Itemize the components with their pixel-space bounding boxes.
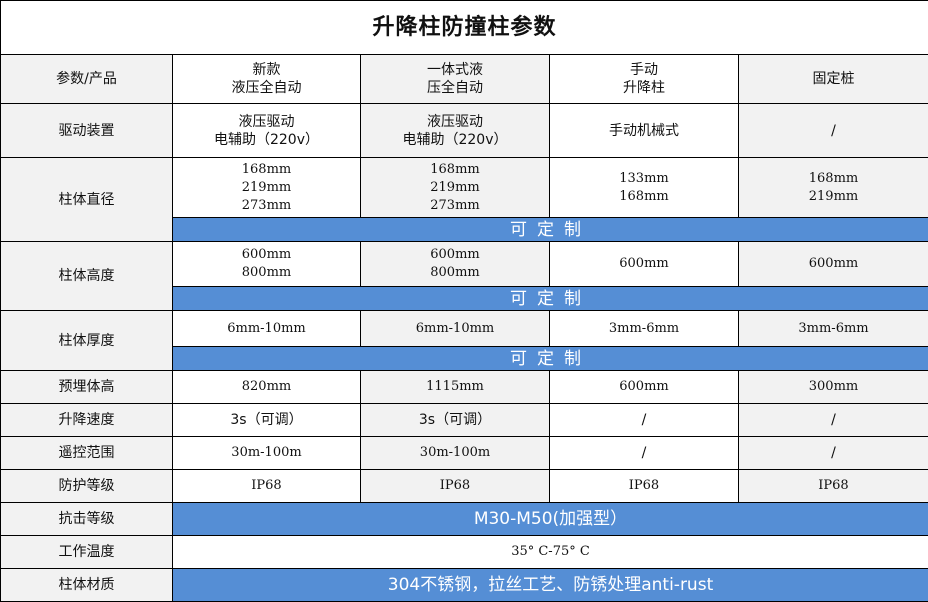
- row-label: 驱动装置: [1, 104, 173, 158]
- cell: IP68: [173, 470, 361, 503]
- header-row: 参数/产品 新款 液压全自动 一体式液 压全自动 手动 升降柱 固定桩: [1, 55, 928, 104]
- table-row: 抗击等级 M30-M50(加强型）: [1, 503, 928, 536]
- material-value: 304不锈钢，拉丝工艺、防锈处理anti-rust: [173, 569, 928, 602]
- cell: IP68: [550, 470, 739, 503]
- cell: 133mm 168mm: [550, 158, 739, 218]
- header-param: 参数/产品: [1, 55, 173, 104]
- row-label: 抗击等级: [1, 503, 173, 536]
- temp-value: 35° C-75° C: [173, 536, 928, 569]
- cell: IP68: [739, 470, 928, 503]
- cell: /: [739, 404, 928, 437]
- header-product: 手动 升降柱: [550, 55, 739, 104]
- cell: 液压驱动 电辅助（220v）: [361, 104, 550, 158]
- customizable-note: 可定制: [173, 287, 928, 311]
- header-product: 一体式液 压全自动: [361, 55, 550, 104]
- cell: 3s（可调）: [173, 404, 361, 437]
- cell: 3s（可调）: [361, 404, 550, 437]
- header-product: 新款 液压全自动: [173, 55, 361, 104]
- cell: 液压驱动 电辅助（220v）: [173, 104, 361, 158]
- row-label: 柱体厚度: [1, 311, 173, 371]
- table-row: 升降速度 3s（可调） 3s（可调） / /: [1, 404, 928, 437]
- cell: /: [739, 437, 928, 470]
- cell: 30m-100m: [173, 437, 361, 470]
- cell: 300mm: [739, 371, 928, 404]
- cell: 168mm 219mm 273mm: [361, 158, 550, 218]
- table-row: 工作温度 35° C-75° C: [1, 536, 928, 569]
- cell: 手动机械式: [550, 104, 739, 158]
- cell: 600mm 800mm: [173, 242, 361, 287]
- table-row: 驱动装置 液压驱动 电辅助（220v） 液压驱动 电辅助（220v） 手动机械式…: [1, 104, 928, 158]
- cell: /: [550, 437, 739, 470]
- cell: 3mm-6mm: [739, 311, 928, 347]
- cell: 6mm-10mm: [361, 311, 550, 347]
- cell: 600mm 800mm: [361, 242, 550, 287]
- header-product: 固定桩: [739, 55, 928, 104]
- table-row: 防护等级 IP68 IP68 IP68 IP68: [1, 470, 928, 503]
- impact-value: M30-M50(加强型）: [173, 503, 928, 536]
- cell: 30m-100m: [361, 437, 550, 470]
- cell: 168mm 219mm: [739, 158, 928, 218]
- row-label: 柱体直径: [1, 158, 173, 242]
- cell: 6mm-10mm: [173, 311, 361, 347]
- cell: 1115mm: [361, 371, 550, 404]
- table-row: 柱体直径 168mm 219mm 273mm 168mm 219mm 273mm…: [1, 158, 928, 218]
- row-label: 工作温度: [1, 536, 173, 569]
- cell: IP68: [361, 470, 550, 503]
- cell: 600mm: [550, 371, 739, 404]
- row-label: 遥控范围: [1, 437, 173, 470]
- cell: 3mm-6mm: [550, 311, 739, 347]
- customizable-note: 可定制: [173, 218, 928, 242]
- customizable-note: 可定制: [173, 347, 928, 371]
- table-row: 遥控范围 30m-100m 30m-100m / /: [1, 437, 928, 470]
- cell: 820mm: [173, 371, 361, 404]
- row-label: 柱体高度: [1, 242, 173, 311]
- page-title: 升降柱防撞柱参数: [1, 1, 928, 55]
- cell: 600mm: [550, 242, 739, 287]
- cell: /: [739, 104, 928, 158]
- cell: /: [550, 404, 739, 437]
- cell: 168mm 219mm 273mm: [173, 158, 361, 218]
- row-label: 升降速度: [1, 404, 173, 437]
- row-label: 柱体材质: [1, 569, 173, 602]
- table-row: 预埋体高 820mm 1115mm 600mm 300mm: [1, 371, 928, 404]
- table-row: 柱体厚度 6mm-10mm 6mm-10mm 3mm-6mm 3mm-6mm: [1, 311, 928, 347]
- row-label: 预埋体高: [1, 371, 173, 404]
- row-label: 防护等级: [1, 470, 173, 503]
- cell: 600mm: [739, 242, 928, 287]
- table-row: 柱体高度 600mm 800mm 600mm 800mm 600mm 600mm: [1, 242, 928, 287]
- table-row: 柱体材质 304不锈钢，拉丝工艺、防锈处理anti-rust: [1, 569, 928, 602]
